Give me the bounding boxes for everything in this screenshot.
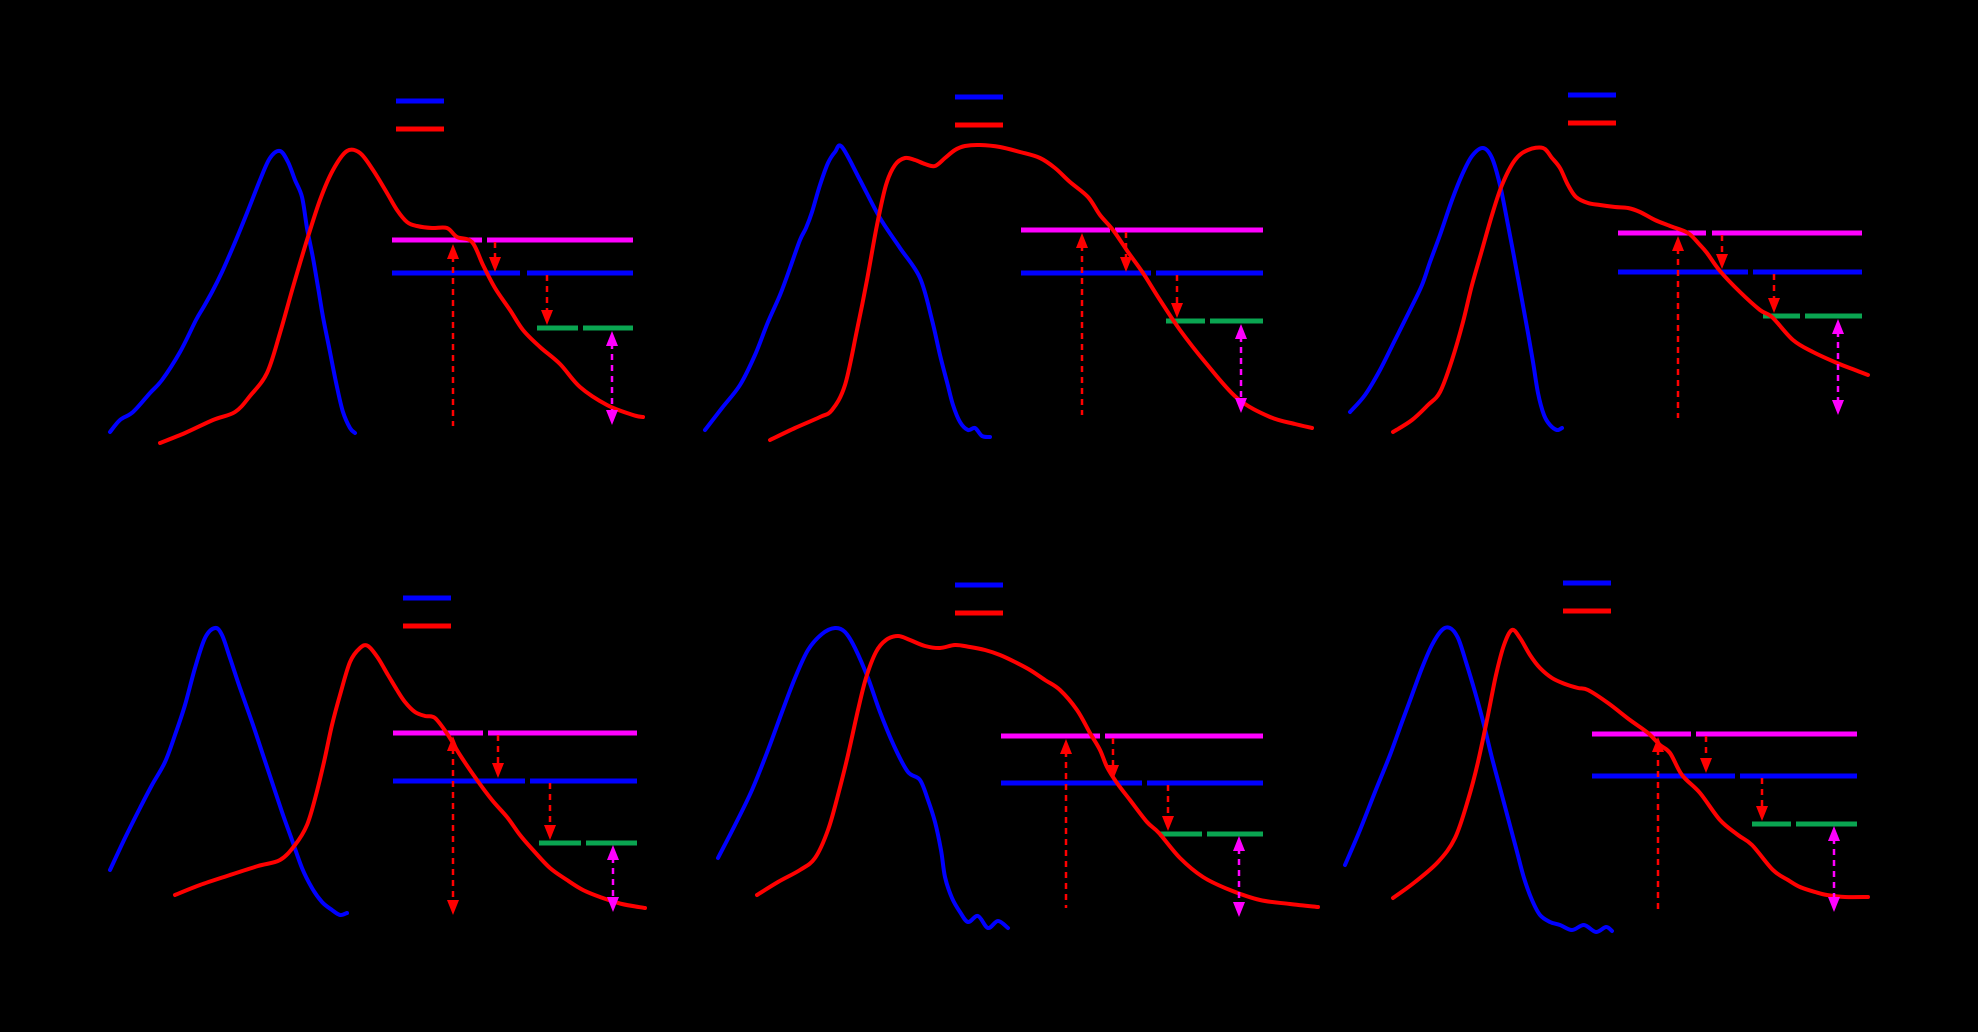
arrowhead-up-3 <box>1233 836 1245 851</box>
red-density-curve <box>755 634 1320 909</box>
arrowhead-down-3 <box>1233 902 1245 917</box>
arrowhead-down-1 <box>1107 765 1119 780</box>
arrowhead-up-3 <box>1832 319 1844 334</box>
red-density-curve <box>173 643 647 910</box>
arrowhead-down-3 <box>1235 398 1247 413</box>
arrowhead-up-3 <box>606 331 618 346</box>
arrowhead-down-1 <box>1700 758 1712 773</box>
arrowhead-down-3 <box>607 897 619 912</box>
arrowhead-up-3 <box>1235 324 1247 339</box>
arrowhead-down-2 <box>544 825 556 840</box>
blue-density-curve <box>108 625 349 918</box>
arrowhead-up-0 <box>1672 236 1684 251</box>
arrowhead-up-0 <box>1652 737 1664 752</box>
arrowhead-down-1 <box>1716 254 1728 269</box>
arrowhead-up-3 <box>607 845 619 860</box>
arrowhead-down-2 <box>1756 806 1768 821</box>
arrowhead-down-3 <box>606 410 618 425</box>
arrowhead-down-3 <box>1832 400 1844 415</box>
arrowhead-up-0 <box>447 736 459 751</box>
panel-top-right <box>1348 92 1870 434</box>
panel-bottom-center <box>716 582 1320 930</box>
red-density-curve <box>158 147 645 445</box>
panel-top-center <box>703 94 1314 442</box>
arrowhead-up-0 <box>447 244 459 259</box>
arrowhead-down-2 <box>1162 816 1174 831</box>
blue-density-curve <box>703 143 992 439</box>
arrowhead-down-2 <box>1768 298 1780 313</box>
arrowhead-down-2 <box>541 310 553 325</box>
arrowhead-down-0 <box>447 900 459 915</box>
panel-bottom-left <box>108 595 647 918</box>
blue-density-curve <box>1348 146 1564 433</box>
panel-bottom-right <box>1343 580 1870 934</box>
arrowhead-up-0 <box>1076 233 1088 248</box>
arrowhead-up-3 <box>1828 826 1840 841</box>
blue-density-curve <box>1343 625 1614 934</box>
panel-top-left <box>108 98 645 445</box>
red-density-curve <box>1391 627 1870 900</box>
red-density-curve <box>1391 145 1870 434</box>
arrowhead-down-1 <box>1120 257 1132 272</box>
blue-density-curve <box>716 625 1010 930</box>
arrowhead-up-0 <box>1060 739 1072 754</box>
arrowhead-down-1 <box>489 257 501 272</box>
arrowhead-down-1 <box>492 763 504 778</box>
arrowhead-down-3 <box>1828 897 1840 912</box>
arrowhead-down-2 <box>1171 303 1183 318</box>
blue-density-curve <box>108 148 357 435</box>
red-density-curve <box>768 142 1314 442</box>
